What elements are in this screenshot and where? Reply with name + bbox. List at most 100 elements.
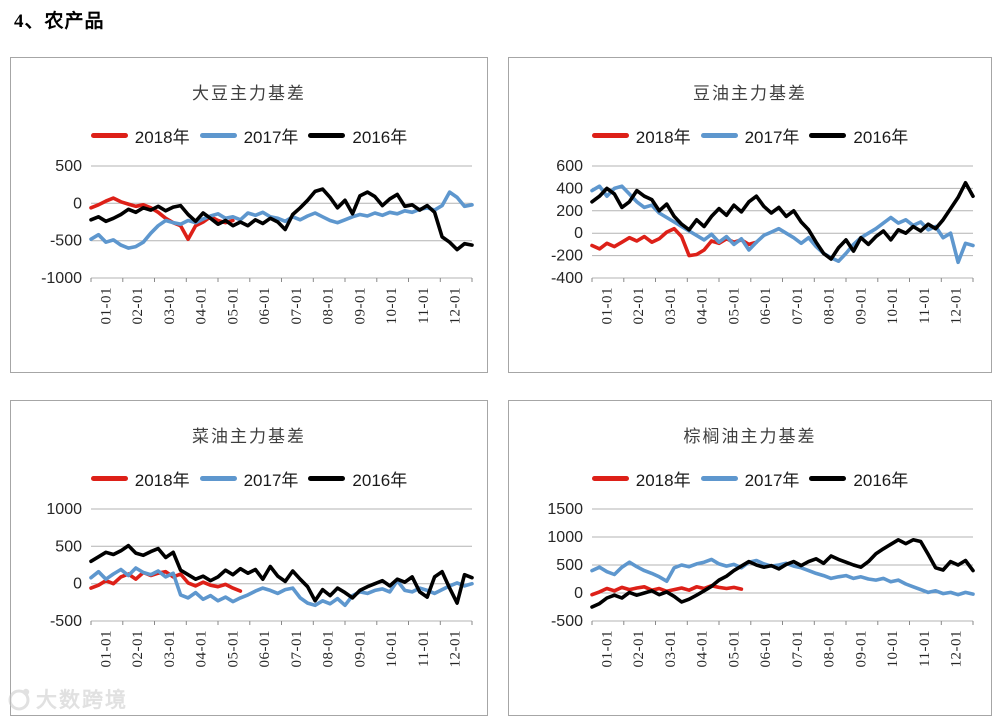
legend-swatch-2017 — [199, 133, 237, 138]
legend-item-2017: 2017年 — [199, 466, 298, 491]
svg-text:500: 500 — [556, 557, 583, 574]
chart-legend-soybean: 2018年 2017年 2016年 — [86, 123, 412, 148]
legend-label-2017: 2017年 — [744, 128, 800, 147]
chart-legend-soyoil: 2018年 2017年 2016年 — [587, 123, 913, 148]
svg-text:01-01: 01-01 — [98, 630, 114, 668]
svg-text:02-01: 02-01 — [631, 287, 647, 325]
svg-text:200: 200 — [556, 203, 583, 220]
legend-swatch-2018 — [90, 476, 128, 481]
svg-text:08-01: 08-01 — [822, 630, 838, 668]
chart-panel-soybean: 大豆主力基差 2018年 2017年 2016年 500 0 -500 -1000 01… — [10, 57, 488, 373]
svg-text:03-01: 03-01 — [663, 630, 679, 668]
svg-text:07-01: 07-01 — [289, 630, 305, 668]
svg-text:02-01: 02-01 — [631, 630, 647, 668]
svg-text:03-01: 03-01 — [162, 287, 178, 325]
svg-text:600: 600 — [556, 158, 583, 175]
legend-label-2017: 2017年 — [243, 128, 299, 147]
svg-text:0: 0 — [73, 195, 82, 212]
section-title: 4、农产品 — [14, 11, 105, 32]
svg-text:06-01: 06-01 — [257, 630, 273, 668]
legend-swatch-2016 — [809, 476, 847, 481]
svg-text:1000: 1000 — [547, 529, 583, 546]
svg-text:01-01: 01-01 — [599, 287, 615, 325]
chart-title-soyoil: 豆油主力基差 — [693, 84, 807, 103]
svg-text:04-01: 04-01 — [194, 630, 210, 668]
svg-text:0: 0 — [574, 225, 583, 242]
svg-text:05-01: 05-01 — [225, 287, 241, 325]
legend-swatch-2018 — [90, 133, 128, 138]
svg-text:06-01: 06-01 — [257, 287, 273, 325]
line-chart-soyoil: 600 400 200 0 -200 -400 01-01 02-01 03-01 04-01 05… — [551, 158, 975, 325]
svg-text:07-01: 07-01 — [289, 287, 305, 325]
svg-text:-500: -500 — [50, 613, 82, 630]
line-chart-palmoil: 1500 1000 500 0 -500 01-01 02-01 03-01 04-01 05-0… — [547, 501, 975, 668]
svg-text:01-01: 01-01 — [599, 630, 615, 668]
svg-text:1500: 1500 — [547, 501, 583, 518]
legend-swatch-2017 — [700, 133, 738, 138]
svg-text:05-01: 05-01 — [726, 630, 742, 668]
chart-title-soybean: 大豆主力基差 — [192, 84, 306, 103]
svg-text:12-01: 12-01 — [448, 630, 464, 668]
svg-text:09-01: 09-01 — [853, 287, 869, 325]
legend-item-2018: 2018年 — [591, 466, 691, 491]
legend-item-2017: 2017年 — [700, 466, 800, 491]
svg-text:09-01: 09-01 — [853, 630, 869, 668]
svg-text:08-01: 08-01 — [321, 630, 337, 668]
svg-text:-200: -200 — [551, 248, 583, 265]
legend-swatch-2017 — [199, 476, 237, 481]
svg-text:-500: -500 — [50, 233, 82, 250]
svg-text:04-01: 04-01 — [695, 287, 711, 325]
svg-text:12-01: 12-01 — [448, 287, 464, 325]
legend-swatch-2016 — [308, 133, 346, 138]
legend-swatch-2016 — [308, 476, 346, 481]
chart-legend-rapeoil: 2018年 2017年 2016年 — [86, 466, 412, 491]
chart-title-palmoil: 棕榈油主力基差 — [683, 427, 817, 446]
svg-text:02-01: 02-01 — [130, 630, 146, 668]
legend-item-2017: 2017年 — [199, 123, 299, 148]
legend-item-2018: 2018年 — [90, 123, 190, 148]
svg-text:05-01: 05-01 — [726, 287, 742, 325]
legend-item-2018: 2018年 — [591, 123, 691, 148]
legend-item-2018: 2018年 — [90, 466, 190, 491]
svg-text:01-01: 01-01 — [98, 287, 114, 325]
svg-text:0: 0 — [73, 576, 82, 593]
charts-grid: 大豆主力基差 2018年 2017年 2016年 500 0 -500 -1000 01… — [10, 57, 992, 716]
legend-label-2016: 2016年 — [352, 471, 408, 490]
svg-text:08-01: 08-01 — [822, 287, 838, 325]
svg-text:06-01: 06-01 — [758, 287, 774, 325]
svg-text:11-01: 11-01 — [416, 630, 432, 667]
svg-text:-400: -400 — [551, 270, 583, 287]
svg-text:10-01: 10-01 — [885, 630, 901, 668]
legend-label-2018: 2018年 — [635, 128, 691, 147]
svg-text:-500: -500 — [551, 613, 583, 630]
svg-text:1000: 1000 — [46, 501, 82, 518]
svg-text:10-01: 10-01 — [384, 630, 400, 668]
svg-text:04-01: 04-01 — [194, 287, 210, 325]
svg-text:06-01: 06-01 — [758, 630, 774, 668]
legend-label-2018: 2018年 — [635, 471, 691, 490]
legend-swatch-2018 — [591, 133, 629, 138]
svg-text:11-01: 11-01 — [917, 630, 933, 667]
chart-legend-palmoil: 2018年 2017年 2016年 — [587, 466, 913, 491]
svg-text:07-01: 07-01 — [790, 287, 806, 325]
line-chart-rapeoil: 1000 500 0 -500 01-01 02-01 03-01 04-01 05-01 06-… — [46, 501, 474, 668]
svg-text:12-01: 12-01 — [949, 287, 965, 325]
legend-swatch-2016 — [809, 133, 847, 138]
svg-text:0: 0 — [574, 585, 583, 602]
legend-item-2016: 2016年 — [809, 466, 908, 491]
legend-item-2016: 2016年 — [308, 466, 407, 491]
legend-item-2017: 2017年 — [700, 123, 800, 148]
legend-label-2018: 2018年 — [134, 471, 190, 490]
svg-text:05-01: 05-01 — [225, 630, 241, 668]
chart-panel-rapeoil: 菜油主力基差 2018年 2017年 2016年 1000 500 0 -500 01-… — [10, 400, 488, 716]
svg-text:11-01: 11-01 — [917, 287, 933, 324]
svg-text:500: 500 — [55, 158, 82, 175]
legend-label-2016: 2016年 — [853, 471, 909, 490]
svg-text:11-01: 11-01 — [416, 287, 432, 324]
chart-panel-soyoil: 豆油主力基差 2018年 2017年 2016年 600 400 200 0 -200 -… — [508, 57, 992, 373]
legend-label-2017: 2017年 — [744, 471, 800, 490]
svg-text:09-01: 09-01 — [352, 287, 368, 325]
legend-label-2016: 2016年 — [853, 128, 909, 147]
chart-title-rapeoil: 菜油主力基差 — [192, 427, 306, 446]
svg-text:-1000: -1000 — [41, 270, 82, 287]
